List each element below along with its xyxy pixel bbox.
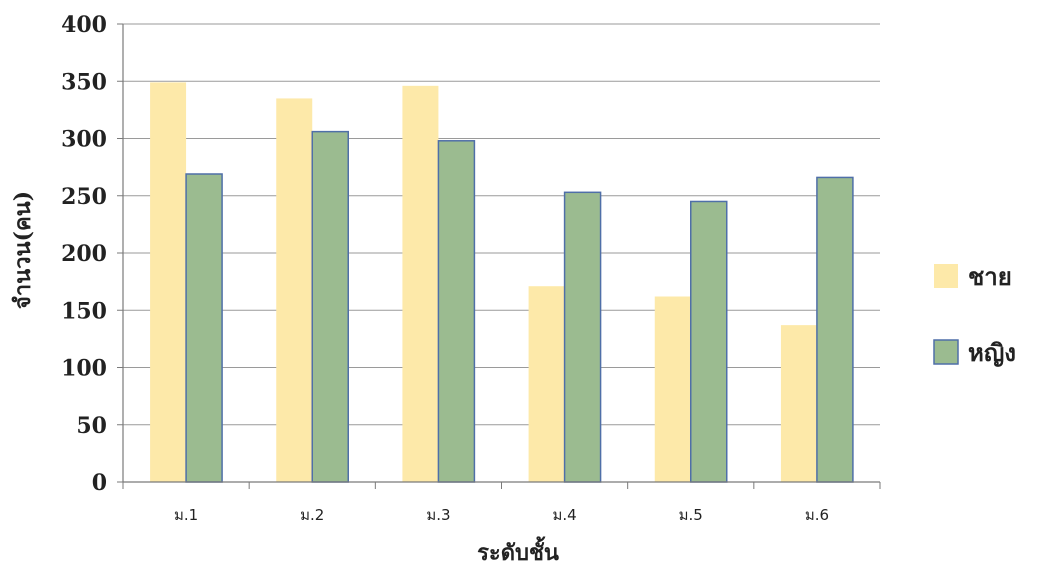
bar-male [402, 85, 439, 482]
y-axis-title: จำนวน(คน) [10, 191, 36, 309]
y-tick-label: 300 [61, 127, 107, 153]
y-tick-label: 0 [92, 470, 107, 496]
x-tick-label: ม.4 [552, 506, 576, 524]
legend-label-female: หญิง [968, 338, 1016, 367]
y-tick-label: 350 [61, 69, 107, 95]
legend-label-male: ชาย [968, 262, 1012, 291]
x-tick-label: ม.6 [805, 506, 829, 524]
bar-male [654, 296, 691, 482]
x-tick-label: ม.2 [300, 506, 324, 524]
bar-male [780, 325, 817, 482]
y-tick-label: 200 [61, 241, 107, 267]
bar-male [528, 286, 565, 482]
y-tick-label: 250 [61, 184, 107, 210]
x-axis-title: ระดับชั้น [477, 536, 559, 566]
x-tick-labels: ม.1 ม.2 ม.3 ม.4 ม.5 ม.6 [174, 506, 829, 524]
bar-male [150, 82, 187, 483]
bar-female [563, 191, 602, 483]
y-tick-label: 150 [61, 298, 107, 324]
bars [150, 82, 854, 483]
bar-female [311, 130, 349, 483]
bar-female [690, 200, 728, 483]
x-tick-label: ม.5 [679, 506, 703, 524]
legend-swatch-female [933, 339, 959, 365]
legend-swatch-male [934, 264, 958, 288]
x-tick-label: ม.3 [426, 506, 450, 524]
x-tick-label: ม.1 [174, 506, 198, 524]
bar-male [276, 98, 313, 483]
y-tick-label: 100 [61, 356, 107, 382]
bar-female [816, 176, 854, 483]
gridlines [123, 23, 880, 426]
y-tick-labels: 0 50 100 150 200 250 300 350 400 [61, 12, 107, 496]
legend: ชาย หญิง [933, 262, 1016, 367]
bar-female [185, 173, 223, 483]
y-tick-label: 50 [76, 413, 107, 439]
axes [117, 23, 881, 489]
bar-female [437, 140, 476, 483]
y-tick-label: 400 [61, 12, 107, 38]
